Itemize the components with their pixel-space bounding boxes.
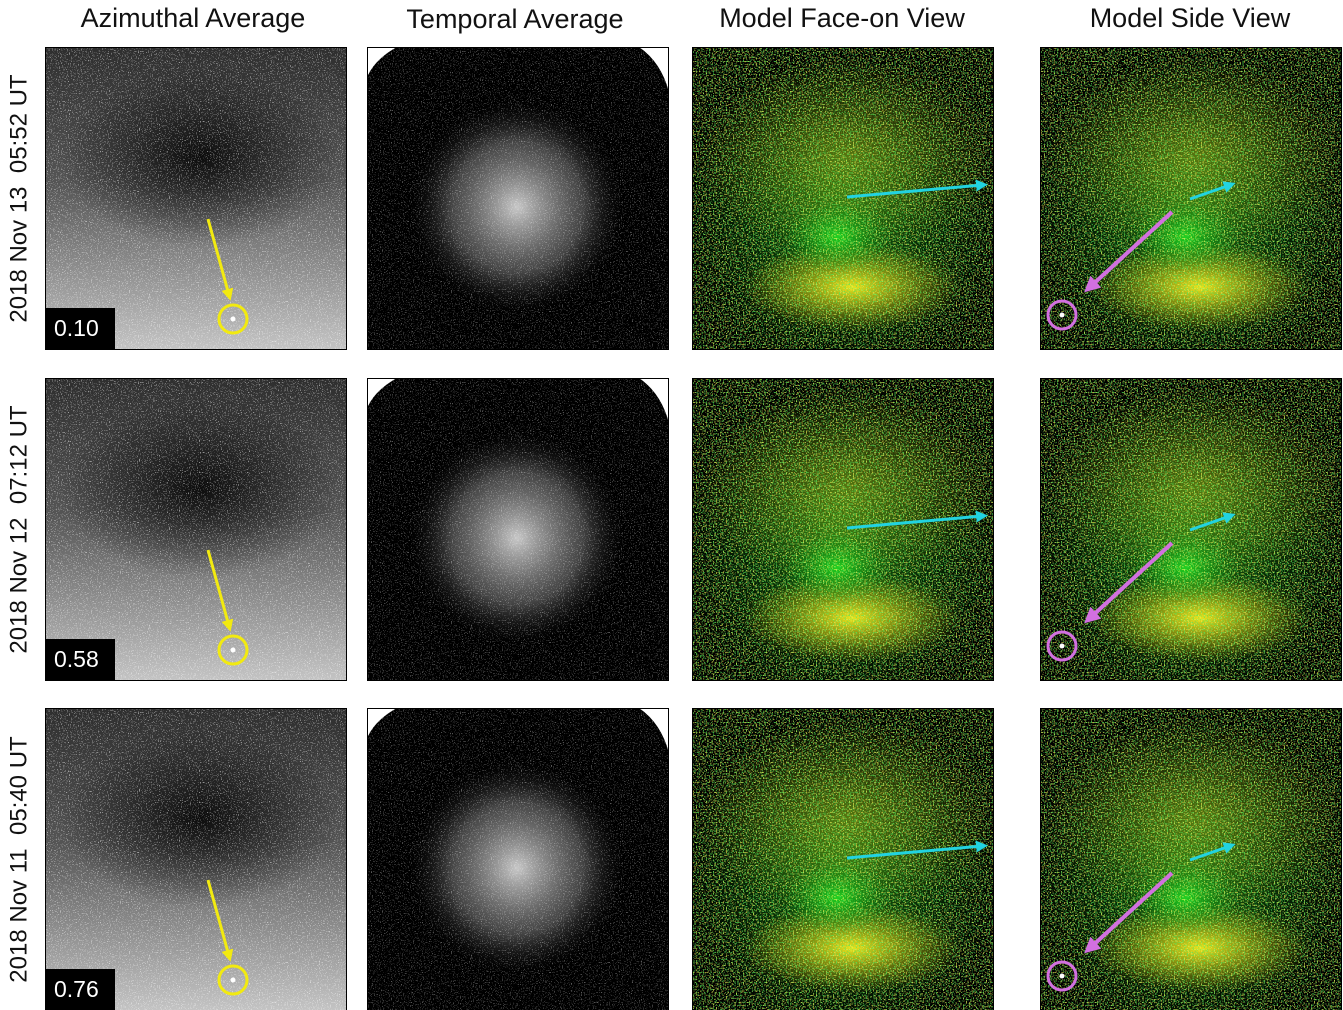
image-panel: [1030, 708, 1343, 1010]
target-dot: [1060, 313, 1065, 318]
figure: Azimuthal Average Temporal Average Model…: [0, 0, 1343, 1010]
noise: [367, 378, 669, 681]
noise-yellow: [692, 47, 994, 350]
noise: [45, 708, 347, 1010]
image-panel: 0.58: [45, 378, 347, 681]
image-panel: [1030, 47, 1343, 377]
value-label: 0.10: [54, 315, 99, 341]
image-panel: 0.76: [45, 708, 347, 1010]
value-label: 0.58: [54, 646, 99, 672]
image-panel: [682, 708, 1002, 1010]
image-panel: [682, 378, 1002, 708]
panel-content: [1030, 378, 1343, 708]
image-panel: [367, 378, 669, 681]
noise-yellow: [692, 378, 994, 681]
panel-content: [367, 47, 669, 350]
panel-content: 0.58: [45, 378, 347, 681]
panel-content: [682, 47, 1002, 377]
panel-content: [1030, 708, 1343, 1010]
image-panel: [367, 708, 669, 1010]
target-dot: [231, 648, 236, 653]
target-dot: [231, 978, 236, 983]
panel-content: [682, 708, 1002, 1010]
row-label: 2018 Nov 11 05:40 UT: [5, 736, 32, 983]
image-panel: [1030, 378, 1343, 708]
panel-content: [682, 378, 1002, 708]
noise-yellow: [692, 708, 994, 1010]
target-dot: [231, 317, 236, 322]
value-label: 0.76: [54, 976, 99, 1002]
column-header: Model Face-on View: [719, 3, 965, 33]
panel-content: [1030, 47, 1343, 377]
noise: [367, 708, 669, 1010]
column-header: Temporal Average: [406, 4, 623, 34]
noise: [367, 47, 669, 350]
panel-content: 0.10: [45, 47, 347, 350]
column-header: Model Side View: [1090, 3, 1291, 33]
target-dot: [1060, 644, 1065, 649]
panel-content: 0.76: [45, 708, 347, 1010]
target-dot: [1060, 974, 1065, 979]
noise: [45, 47, 347, 350]
row-label: 2018 Nov 13 05:52 UT: [5, 74, 32, 322]
row-label: 2018 Nov 12 07:12 UT: [5, 405, 32, 653]
noise: [45, 378, 347, 681]
image-panel: [682, 47, 1002, 377]
image-panel: [367, 47, 669, 350]
column-header: Azimuthal Average: [81, 3, 306, 33]
panel-content: [367, 708, 669, 1010]
image-panel: 0.10: [45, 47, 347, 350]
panel-content: [367, 378, 669, 681]
